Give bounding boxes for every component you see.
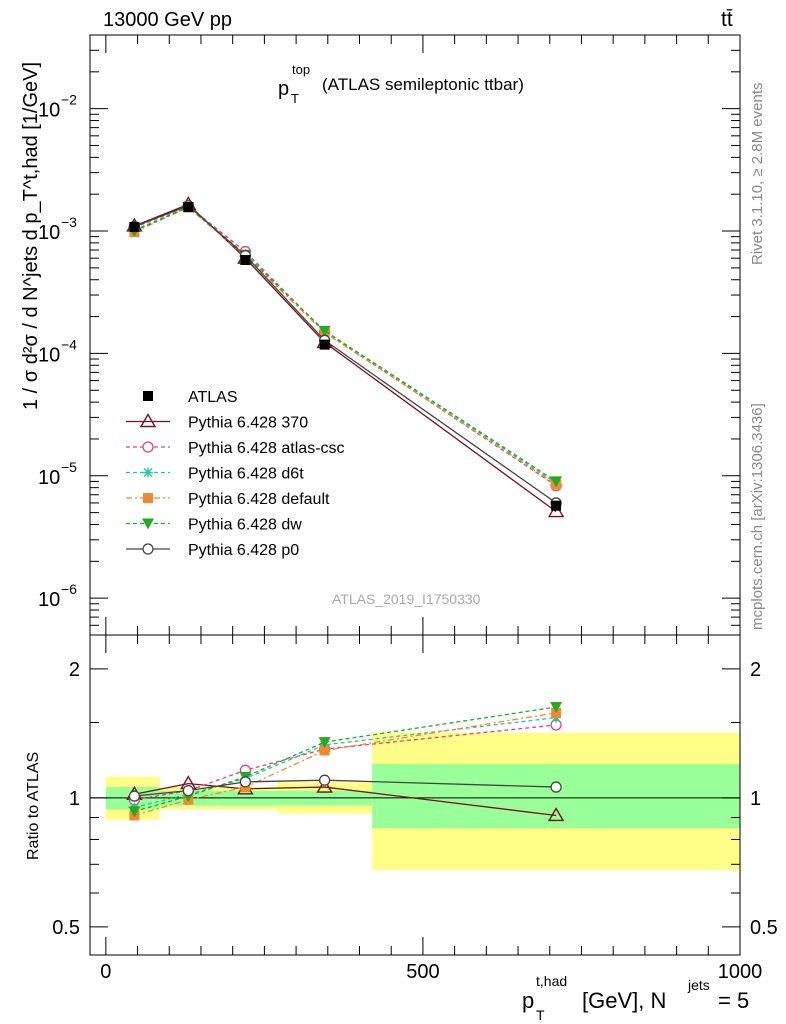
- ratio-data-point: [550, 702, 563, 714]
- main-y-tick-label: 10 −6: [38, 581, 77, 611]
- main-y-tick-exponent: −5: [61, 459, 77, 475]
- legend-marker: [139, 413, 157, 428]
- legend-entry: Pythia 6.428 d6t: [126, 466, 304, 483]
- ratio-data-point: [319, 745, 330, 756]
- main-y-tick-label: 10 −4: [38, 336, 77, 366]
- ratio-data-point: [239, 776, 252, 788]
- main-y-tick-mantissa: 10: [38, 222, 60, 244]
- svg-text:t,had: t,had: [536, 973, 567, 989]
- ratio-uncertainty-bands: [105, 732, 740, 870]
- ratio-data-point: [547, 807, 565, 822]
- legend-label: Pythia 6.428 default: [188, 491, 330, 508]
- legend-label: Pythia 6.428 dw: [188, 517, 302, 534]
- series-line: [134, 206, 557, 485]
- main-y-tick-mantissa: 10: [38, 100, 60, 122]
- legend-label: Pythia 6.428 p0: [188, 542, 299, 559]
- ratio-y-tick-label-right: 1: [750, 788, 761, 810]
- ratio-y-tick-label-right: 2: [750, 659, 761, 681]
- process-label: tt̄: [721, 8, 733, 31]
- inner-uncertainty-band: [372, 763, 740, 829]
- data-point: [550, 476, 563, 488]
- legend-entry: Pythia 6.428 370: [126, 413, 308, 432]
- ratio-y-tick-label-right: 0.5: [750, 917, 778, 939]
- data-point: [129, 221, 140, 232]
- legend-label: Pythia 6.428 d6t: [188, 466, 304, 483]
- analysis-label: ATLAS_2019_I1750330: [332, 591, 481, 607]
- legend-label: ATLAS: [188, 389, 238, 406]
- data-point: [240, 254, 251, 265]
- ratio-y-tick-label-left: 1: [69, 788, 80, 810]
- ratio-y-tick-label-left: 0.5: [52, 917, 80, 939]
- legend-entry: Pythia 6.428 dw: [126, 517, 302, 534]
- main-series: [128, 200, 562, 509]
- axes-layer: 10−610−510−410−310 −20.5 0.51 12 20 500 1000: [38, 34, 778, 983]
- legend-label: Pythia 6.428 atlas-csc: [188, 440, 345, 457]
- data-point: [551, 500, 562, 511]
- main-title: p T top (ATLAS semileptonic ttbar): [278, 62, 524, 106]
- svg-text:p: p: [522, 988, 534, 1013]
- legend-marker: [142, 543, 154, 555]
- x-tick-label: 500: [406, 961, 439, 983]
- svg-text:T: T: [536, 1007, 545, 1023]
- data-point: [319, 339, 330, 350]
- svg-text:= 5: = 5: [718, 988, 749, 1013]
- legend-marker: [142, 441, 154, 453]
- legend-entry: Pythia 6.428 p0: [126, 542, 299, 559]
- ratio-data-point: [318, 774, 331, 786]
- ratio-series: [128, 774, 562, 802]
- source-label: mcplots.cern.ch [arXiv:1306.3436]: [749, 403, 766, 630]
- legend-label: Pythia 6.428 370: [188, 415, 308, 432]
- legend-marker: [143, 493, 153, 503]
- legend-entry: ATLAS: [143, 389, 238, 406]
- ratio-data-point: [550, 781, 562, 793]
- ratio-ylabel: Ratio to ATLAS: [25, 752, 42, 860]
- main-y-tick-exponent: −4: [61, 336, 77, 352]
- svg-text:(ATLAS semileptonic ttbar): (ATLAS semileptonic ttbar): [322, 75, 524, 94]
- main-y-tick-label: 10 −3: [38, 214, 77, 244]
- ratio-data-point: [318, 737, 331, 749]
- main-y-tick-exponent: −6: [61, 581, 77, 597]
- legend: ATLAS Pythia 6.428 370 Pythia 6.428 atlas-…: [126, 389, 345, 559]
- main-panel-content: [126, 196, 565, 518]
- svg-text:T: T: [291, 91, 299, 106]
- svg-text:top: top: [292, 62, 310, 77]
- x-tick-label: 0: [100, 961, 111, 983]
- x-tick-label: 1000: [718, 961, 763, 983]
- ratio-frame: [89, 634, 741, 956]
- main-ylabel: 1 / σ d²σ / d N^jets d p_T^t,had [1/GeV]: [20, 62, 42, 410]
- main-y-tick-mantissa: 10: [38, 344, 60, 366]
- main-series: [129, 202, 562, 511]
- ratio-data-point: [182, 784, 194, 797]
- ratio-y-tick-label-left: 2: [69, 659, 80, 681]
- svg-text:jets: jets: [687, 977, 710, 993]
- main-y-tick-label: 10 −2: [38, 92, 77, 122]
- legend-entry: Pythia 6.428 default: [126, 491, 330, 508]
- ratio-data-point: [316, 778, 333, 793]
- legend-entry: Pythia 6.428 atlas-csc: [126, 440, 345, 457]
- series-line: [134, 204, 557, 504]
- x-axis-label: p t,had T [GeV], N jets = 5: [522, 973, 749, 1023]
- energy-label: 13000 GeV pp: [103, 9, 232, 31]
- data-point: [318, 325, 331, 337]
- main-y-tick-exponent: −2: [61, 92, 77, 108]
- svg-text:[GeV], N: [GeV], N: [582, 988, 666, 1013]
- legend-marker: [142, 518, 154, 530]
- rivet-label: Rivet 3.1.10, ≥ 2.8M events: [749, 83, 766, 266]
- ratio-data-point: [128, 790, 141, 802]
- svg-text:p: p: [278, 78, 289, 100]
- ratio-series-line: [134, 706, 557, 813]
- ratio-data-point: [128, 806, 141, 818]
- legend-marker: [143, 391, 153, 401]
- main-y-tick-mantissa: 10: [38, 467, 60, 489]
- main-y-tick-label: 10 −5: [38, 459, 77, 489]
- data-point: [183, 202, 194, 213]
- main-y-tick-mantissa: 10: [38, 589, 60, 611]
- ratio-panel-content: [90, 702, 740, 822]
- legend-marker: [143, 467, 153, 478]
- main-y-tick-exponent: −3: [61, 214, 77, 230]
